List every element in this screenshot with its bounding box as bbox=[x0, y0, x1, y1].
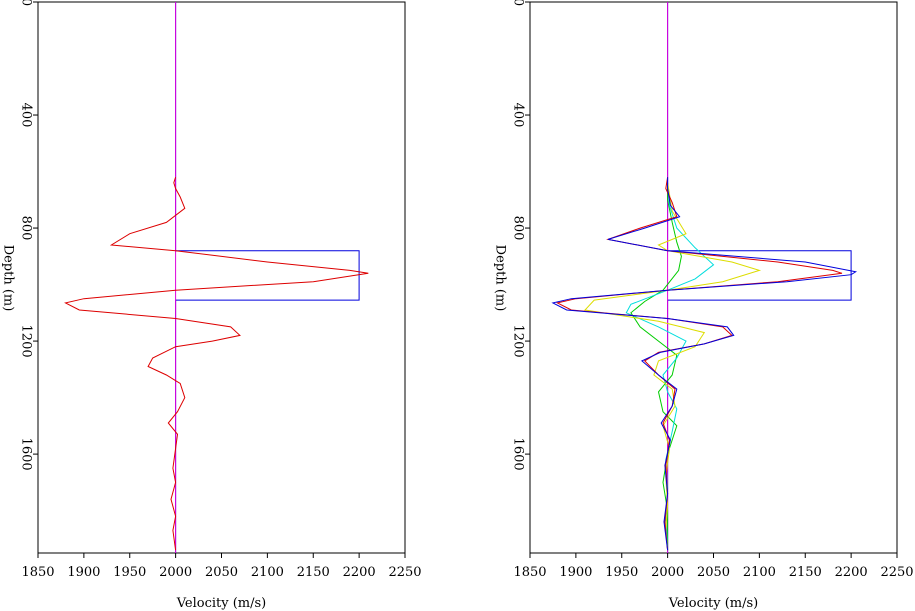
plot-frame bbox=[37, 1, 406, 554]
series-line-2 bbox=[64, 177, 369, 551]
x-tick-label: 1850 bbox=[513, 565, 546, 580]
y-tick-label: 400 bbox=[511, 103, 526, 128]
y-tick-label: 400 bbox=[19, 103, 34, 128]
series-line-5 bbox=[556, 177, 843, 551]
series-line-4 bbox=[583, 182, 762, 551]
y-tick-label: 1600 bbox=[511, 438, 526, 471]
x-axis-label: Velocity (m/s) bbox=[176, 596, 267, 611]
x-tick-label: 1900 bbox=[67, 565, 100, 580]
x-tick-label: 2050 bbox=[697, 565, 730, 580]
y-tick-label: 1200 bbox=[19, 325, 34, 358]
y-tick-label: 0 bbox=[511, 0, 526, 6]
y-tick-label: 800 bbox=[511, 216, 526, 241]
x-tick-label: 2150 bbox=[297, 565, 330, 580]
y-tick-label: 800 bbox=[19, 216, 34, 241]
x-tick-label: 2050 bbox=[205, 565, 238, 580]
right-panel: 1850 1900 1950 2000 2050 2100 2150 2200 2250 0 400… bbox=[493, 0, 914, 611]
x-tick-label: 2000 bbox=[159, 565, 192, 580]
x-tick-label: 2100 bbox=[251, 565, 284, 580]
left-panel: 1850 1900 1950 2000 2050 2100 2150 2200 2250 0 400… bbox=[1, 0, 422, 611]
series-line-6 bbox=[551, 177, 858, 551]
x-tick-label: 1900 bbox=[559, 565, 592, 580]
x-tick-label: 2150 bbox=[789, 565, 822, 580]
y-axis-label: Depth (m) bbox=[493, 245, 508, 312]
x-tick-label: 2200 bbox=[835, 565, 868, 580]
x-tick-label: 1950 bbox=[605, 565, 638, 580]
y-tick-label: 0 bbox=[19, 0, 34, 6]
x-tick-label: 2200 bbox=[343, 565, 376, 580]
series-line-3 bbox=[625, 182, 715, 551]
x-tick-label: 1950 bbox=[113, 565, 146, 580]
x-axis-label: Velocity (m/s) bbox=[668, 596, 759, 611]
x-tick-label: 2100 bbox=[743, 565, 776, 580]
y-tick-label: 1600 bbox=[19, 438, 34, 471]
x-tick-label: 2250 bbox=[388, 565, 421, 580]
y-tick-label: 1200 bbox=[511, 325, 526, 358]
series-line-0 bbox=[175, 2, 360, 553]
plot-frame bbox=[529, 1, 898, 554]
y-axis-label: Depth (m) bbox=[1, 245, 16, 312]
x-tick-label: 2000 bbox=[651, 565, 684, 580]
x-tick-label: 2250 bbox=[880, 565, 913, 580]
x-tick-label: 1850 bbox=[21, 565, 54, 580]
